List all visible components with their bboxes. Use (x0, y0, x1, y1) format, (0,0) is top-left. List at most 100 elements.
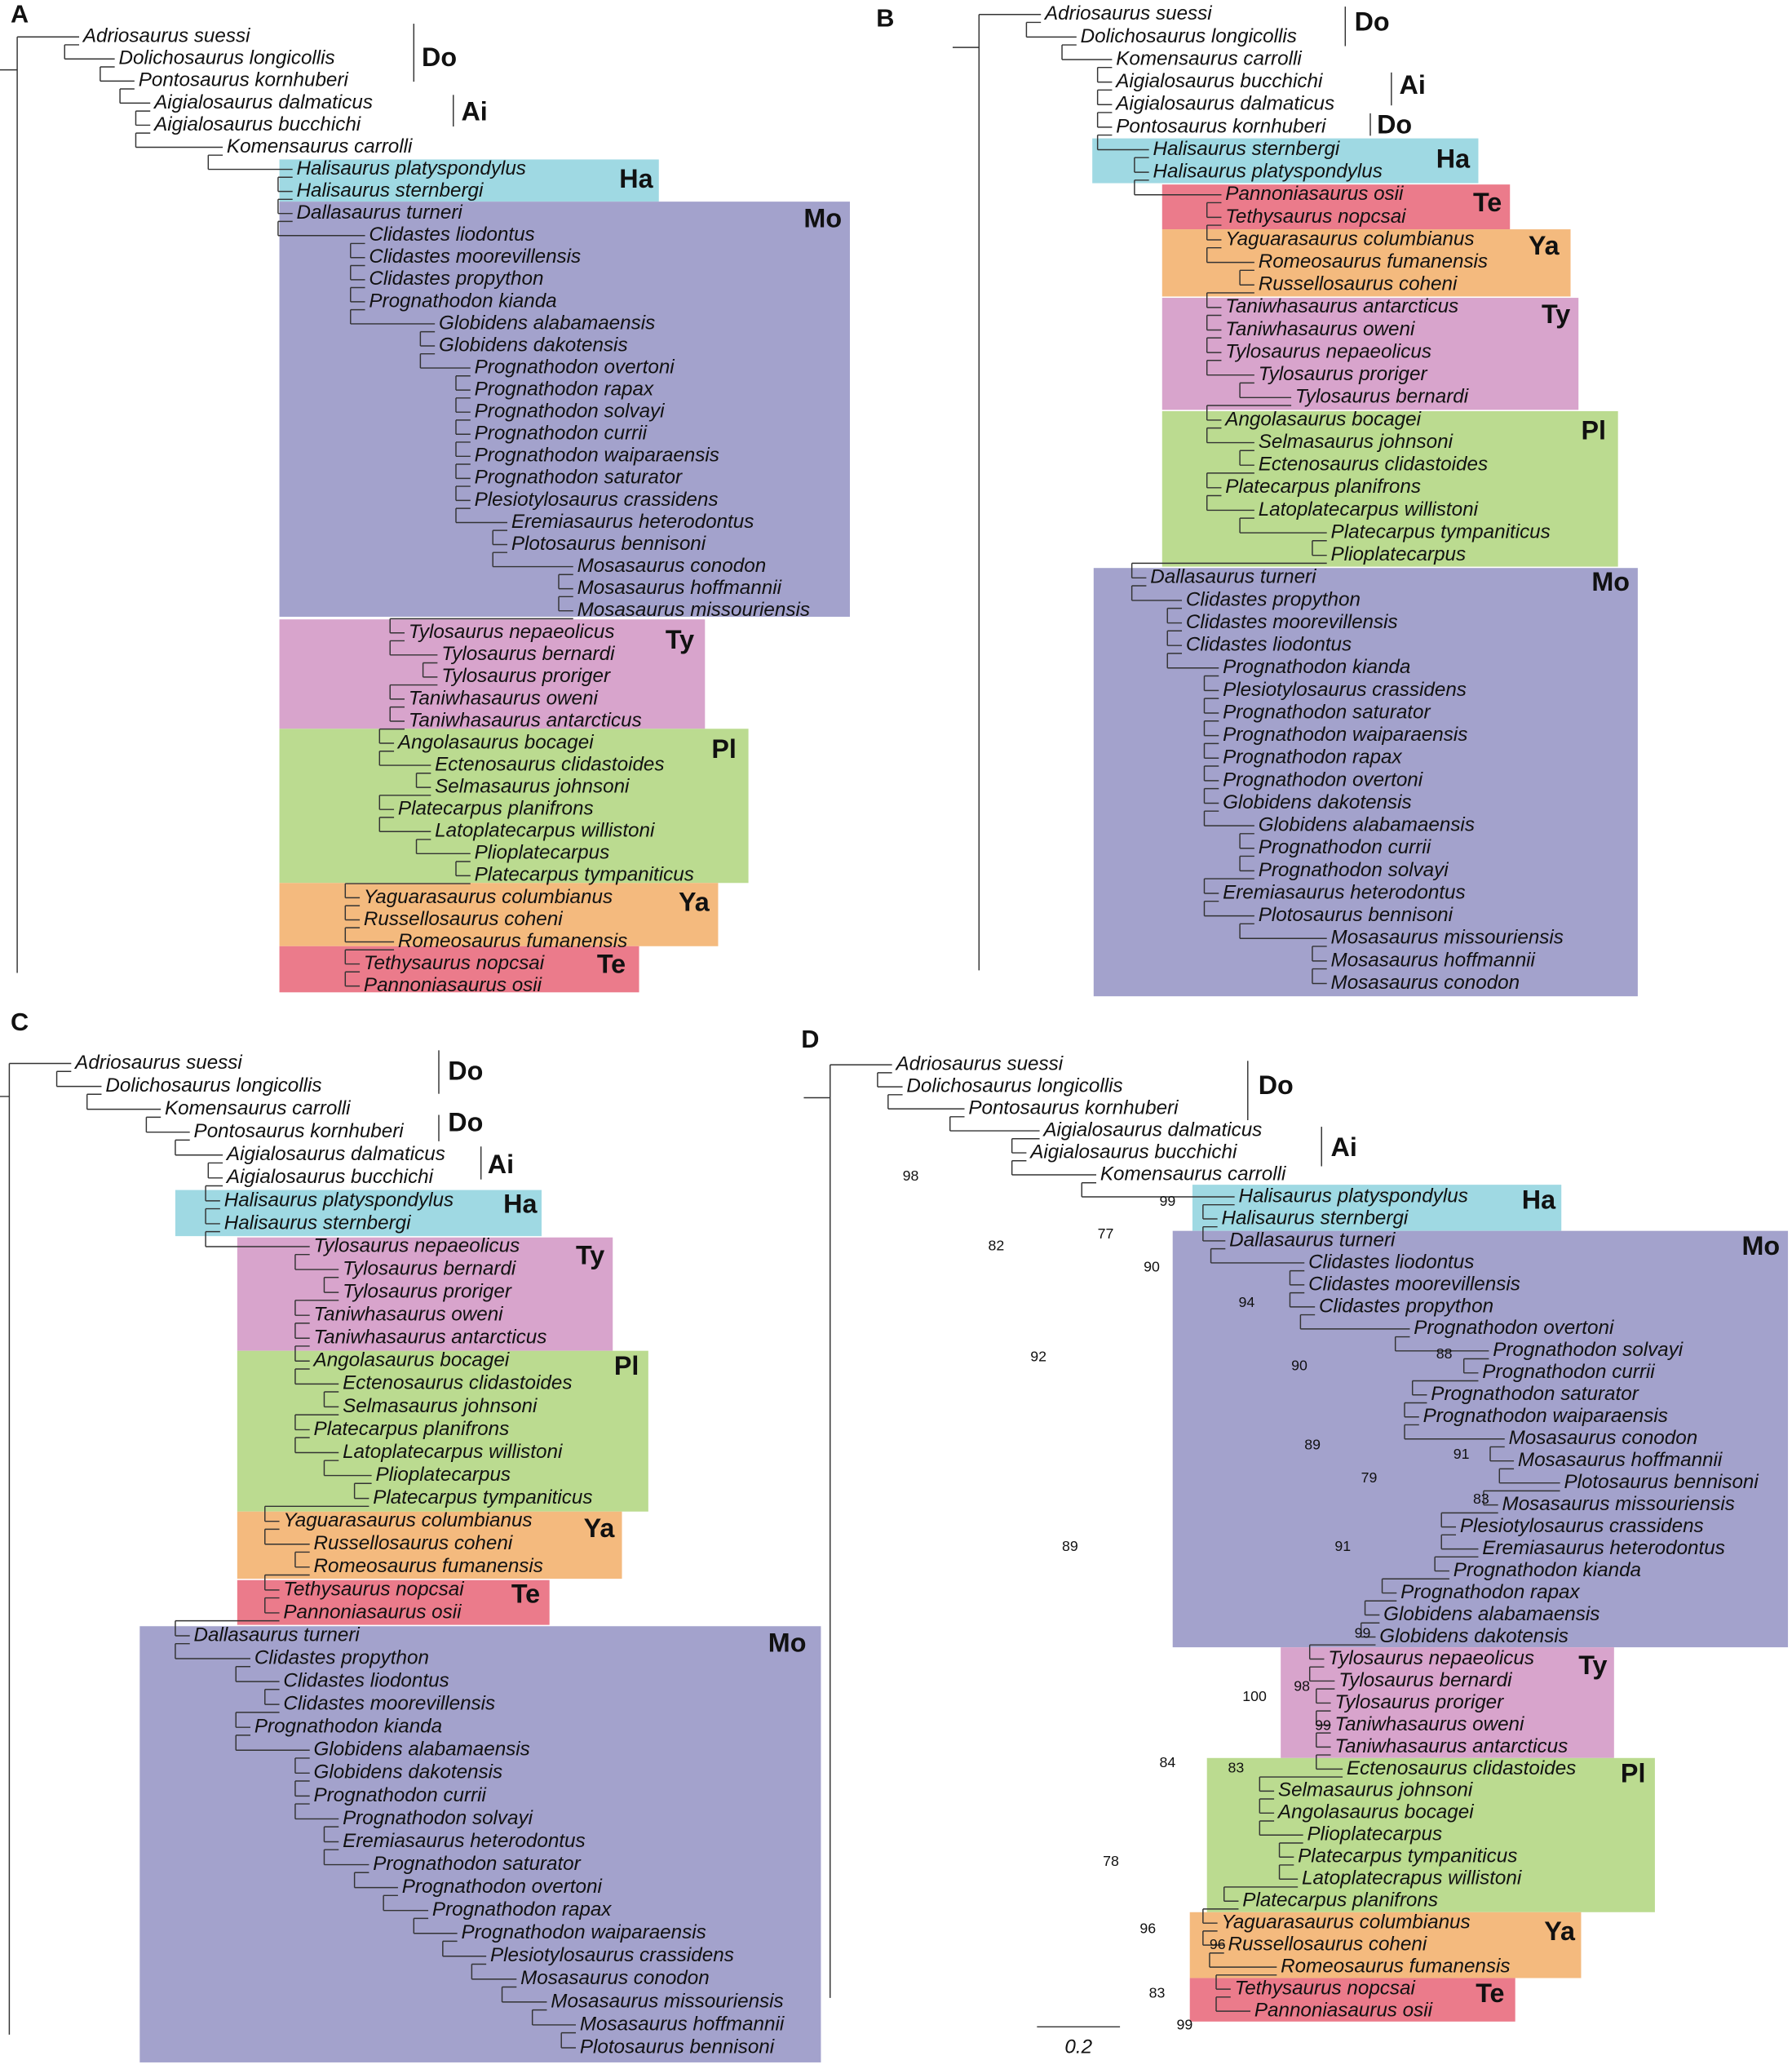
taxon-label: Prognathodon rapax (475, 379, 654, 401)
taxon-label: Dallasaurus turneri (194, 1624, 361, 1646)
taxon-label: Tylosaurus bernardi (1338, 1669, 1512, 1691)
clade-label: Do (1377, 110, 1412, 140)
clade-box (1093, 568, 1638, 997)
taxon-label: Globidens dakotensis (439, 334, 628, 356)
taxon-label: Eremiasaurus heterodontus (343, 1830, 586, 1852)
taxon-label: Platecarpus tympaniticus (475, 864, 694, 886)
taxon-label: Plioplatecarpus (1331, 543, 1467, 565)
clade-box (279, 202, 850, 617)
clade-box (1161, 410, 1618, 567)
panel-label: B (876, 3, 894, 32)
taxon-label: Latoplatecarpus willistoni (1259, 498, 1479, 521)
taxon-label: Clidastes liodontus (1308, 1251, 1474, 1273)
taxon-label: Prognathodon solvayi (343, 1807, 533, 1829)
clade-box (1161, 184, 1511, 230)
taxon-label: Clidastes propython (369, 268, 543, 290)
taxon-label: Taniwhasaurus antarcticus (1334, 1735, 1568, 1757)
support-value: 91 (1454, 1446, 1470, 1462)
clade-label: Ha (1436, 144, 1471, 174)
clade-label: Do (448, 1056, 483, 1085)
clade-label: Ya (1544, 1916, 1576, 1946)
taxon-label: Romeosaurus fumanensis (1281, 1956, 1510, 1978)
taxon-label: Plotosaurus bennisoni (1564, 1471, 1759, 1493)
taxon-label: Tethysaurus nopcsai (364, 952, 545, 974)
clade-label: Ty (666, 625, 694, 654)
taxon-label: Taniwhasaurus antarcticus (314, 1327, 547, 1349)
taxon-label: Tylosaurus nepaeolicus (314, 1234, 520, 1256)
taxon-label: Latoplatecarpus willistoni (435, 820, 655, 842)
taxon-label: Platecarpus planifrons (1242, 1890, 1438, 1912)
taxon-label: Yaguarasaurus columbianus (283, 1509, 532, 1531)
clade-label: Do (448, 1107, 483, 1136)
taxon-label: Platecarpus tympaniticus (373, 1486, 592, 1509)
taxon-label: Globidens dakotensis (1379, 1625, 1569, 1647)
support-value: 88 (1436, 1345, 1453, 1362)
taxon-label: Russellosaurus coheni (364, 908, 563, 930)
taxon-label: Mosasaurus hoffmannii (577, 577, 782, 599)
clade-label: Ha (503, 1190, 538, 1219)
taxon-label: Dallasaurus turneri (1150, 566, 1316, 588)
taxon-label: Tethysaurus nopcsai (1235, 1978, 1416, 2000)
taxon-label: Tylosaurus nepaeolicus (1328, 1647, 1534, 1669)
support-value: 92 (1030, 1348, 1046, 1364)
taxon-label: Mosasaurus conodon (1331, 972, 1520, 994)
taxon-label: Angolasaurus bocagei (1223, 408, 1421, 430)
taxon-label: Yaguarasaurus columbianus (364, 886, 613, 908)
taxon-label: Tylosaurus bernardi (1295, 386, 1469, 408)
clade-label: Ai (488, 1150, 514, 1179)
clade-label: Mo (1591, 567, 1630, 596)
taxon-label: Romeosaurus fumanensis (314, 1555, 543, 1577)
taxon-label: Pannoniasaurus osii (1225, 183, 1404, 205)
taxon-label: Tethysaurus nopcsai (1225, 206, 1406, 228)
clade-label: Ya (1529, 231, 1560, 260)
taxon-label: Prognathodon solvayi (1493, 1339, 1684, 1361)
taxon-label: Prognathodon saturator (475, 467, 683, 489)
taxon-label: Mosasaurus missouriensis (1502, 1493, 1735, 1515)
clade-box (1189, 1978, 1515, 2022)
taxon-label: Komensaurus carrolli (227, 135, 413, 157)
taxon-label: Plotosaurus bennisoni (511, 533, 706, 555)
taxon-label: Aigialosaurus dalmaticus (1042, 1119, 1262, 1141)
taxon-label: Plioplatecarpus (375, 1464, 511, 1486)
taxon-label: Pannoniasaurus osii (1254, 1999, 1433, 2021)
taxon-label: Aigialosaurus bucchichi (225, 1166, 434, 1188)
clade-label: Ai (1331, 1132, 1357, 1162)
taxon-label: Taniwhasaurus oweni (314, 1304, 504, 1326)
clade-label: Pl (1581, 415, 1606, 445)
taxon-label: Mosasaurus conodon (1509, 1427, 1698, 1449)
clade-label: Ty (576, 1241, 604, 1270)
taxon-label: Aigialosaurus bucchichi (153, 113, 361, 135)
taxon-label: Prognathodon overtoni (1414, 1317, 1614, 1339)
support-value: 83 (1473, 1491, 1489, 1507)
taxon-label: Selmasaurus johnsoni (1259, 431, 1454, 453)
taxon-label: Mosasaurus conodon (520, 1967, 710, 1989)
support-value: 99 (1355, 1625, 1371, 1641)
clade-label: Do (1355, 7, 1390, 37)
taxon-label: Prognathodon waiparaensis (461, 1921, 706, 1943)
taxon-label: Aigialosaurus bucchichi (1029, 1141, 1237, 1163)
taxon-label: Clidastes moorevillensis (283, 1693, 495, 1715)
clade-box (139, 1626, 821, 2062)
taxon-label: Romeosaurus fumanensis (1259, 250, 1488, 272)
taxon-label: Clidastes liodontus (283, 1669, 449, 1691)
taxon-label: Pannoniasaurus osii (364, 974, 542, 996)
taxon-label: Prognathodon solvayi (1259, 859, 1449, 881)
taxon-label: Mosasaurus hoffmannii (580, 2013, 785, 2035)
taxon-label: Prognathodon rapax (1223, 747, 1402, 769)
taxon-label: Angolasaurus bocagei (396, 731, 594, 753)
taxon-label: Halisaurus sternbergi (1153, 138, 1339, 160)
clade-label: Ai (461, 96, 487, 126)
clade-label: Mo (1742, 1231, 1781, 1260)
taxon-label: Aigialosaurus dalmaticus (1114, 93, 1334, 115)
panel-label: A (11, 0, 29, 28)
taxon-label: Platecarpus planifrons (1225, 476, 1421, 498)
support-value: 99 (1160, 1193, 1176, 1209)
taxon-label: Prognathodon waiparaensis (475, 445, 719, 467)
taxon-label: Taniwhasaurus antarcticus (409, 709, 642, 731)
support-value: 99 (1177, 2016, 1193, 2032)
taxon-label: Prognathodon saturator (373, 1853, 581, 1875)
clade-label: Do (422, 42, 457, 72)
taxon-label: Dallasaurus turneri (297, 202, 463, 224)
taxon-label: Pontosaurus kornhuberi (194, 1120, 405, 1142)
